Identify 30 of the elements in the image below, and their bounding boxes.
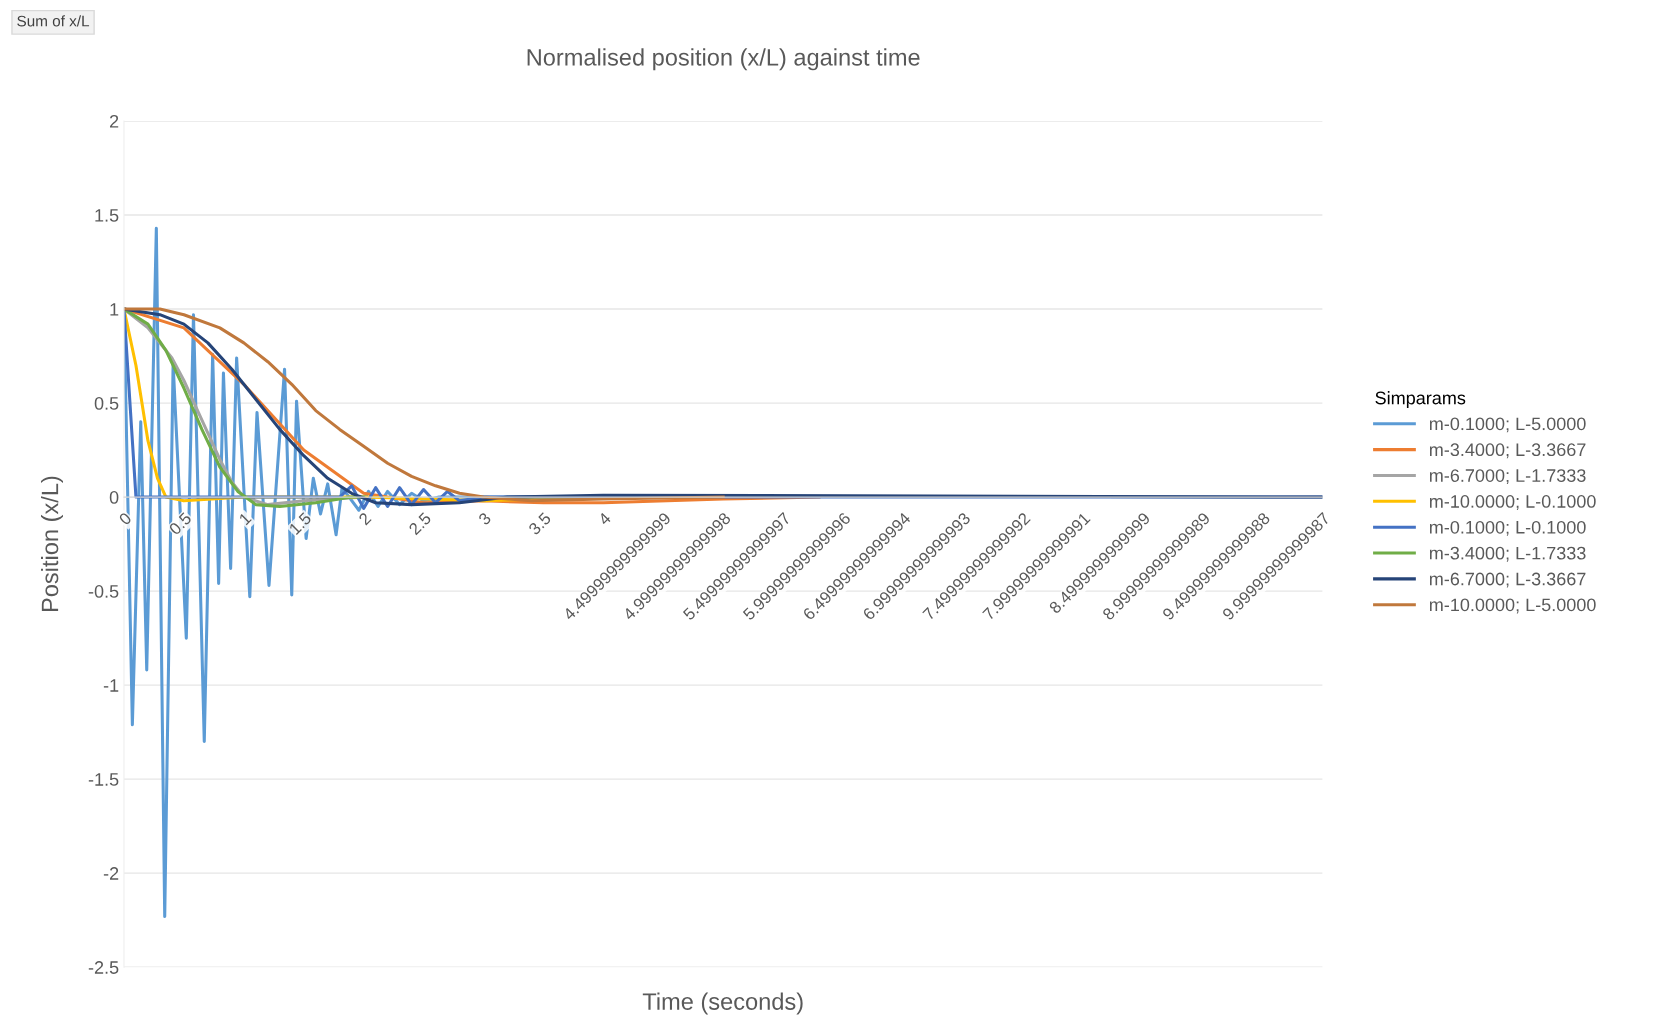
y-tick-label: -0.5: [88, 585, 119, 598]
x-tick-label: 3.5: [527, 511, 552, 536]
y-tick-label: 2: [109, 114, 119, 128]
y-tick-label: 0.5: [94, 397, 119, 410]
legend-label: m-3.4000; L-3.3667: [1429, 443, 1586, 459]
x-axis-title: Time (seconds): [642, 992, 803, 1015]
y-tick-label: -1.5: [88, 773, 119, 786]
y-tick-label: -2: [103, 867, 119, 880]
text: Sum of x/L: [17, 15, 90, 27]
legend-label: m-10.0000; L-5.0000: [1429, 598, 1596, 614]
legend-label: m-0.1000; L-5.0000: [1429, 417, 1586, 433]
y-tick-label: -1: [103, 679, 119, 692]
x-tick-label: 1.5: [288, 511, 312, 536]
x-tick-label: 3: [477, 511, 492, 526]
legend-label: m-6.7000; L-1.7333: [1429, 469, 1586, 485]
y-axis-title: Position (x/L): [40, 476, 63, 612]
y-tick-label: 0: [109, 491, 119, 504]
legend-label: m-10.0000; L-0.1000: [1429, 495, 1596, 510]
x-tick-label: 2: [358, 511, 372, 526]
x-tick-label: 0.5: [168, 511, 193, 536]
legend-title: Simparams: [1375, 391, 1466, 408]
chart-title: Normalised position (x/L) against time: [527, 48, 920, 71]
y-tick-label: 1.5: [95, 209, 119, 222]
legend-label: m-0.1000; L-0.1000: [1429, 520, 1586, 536]
x-tick-label: 1: [238, 511, 252, 526]
y-tick-label: 1: [110, 303, 119, 316]
x-tick-label: 2.5: [408, 511, 432, 536]
y-tick-label: -2.5: [88, 961, 119, 974]
legend-label: m-6.7000; L-3.3667: [1429, 572, 1586, 588]
legend-label: m-3.4000; L-1.7333: [1429, 546, 1586, 562]
